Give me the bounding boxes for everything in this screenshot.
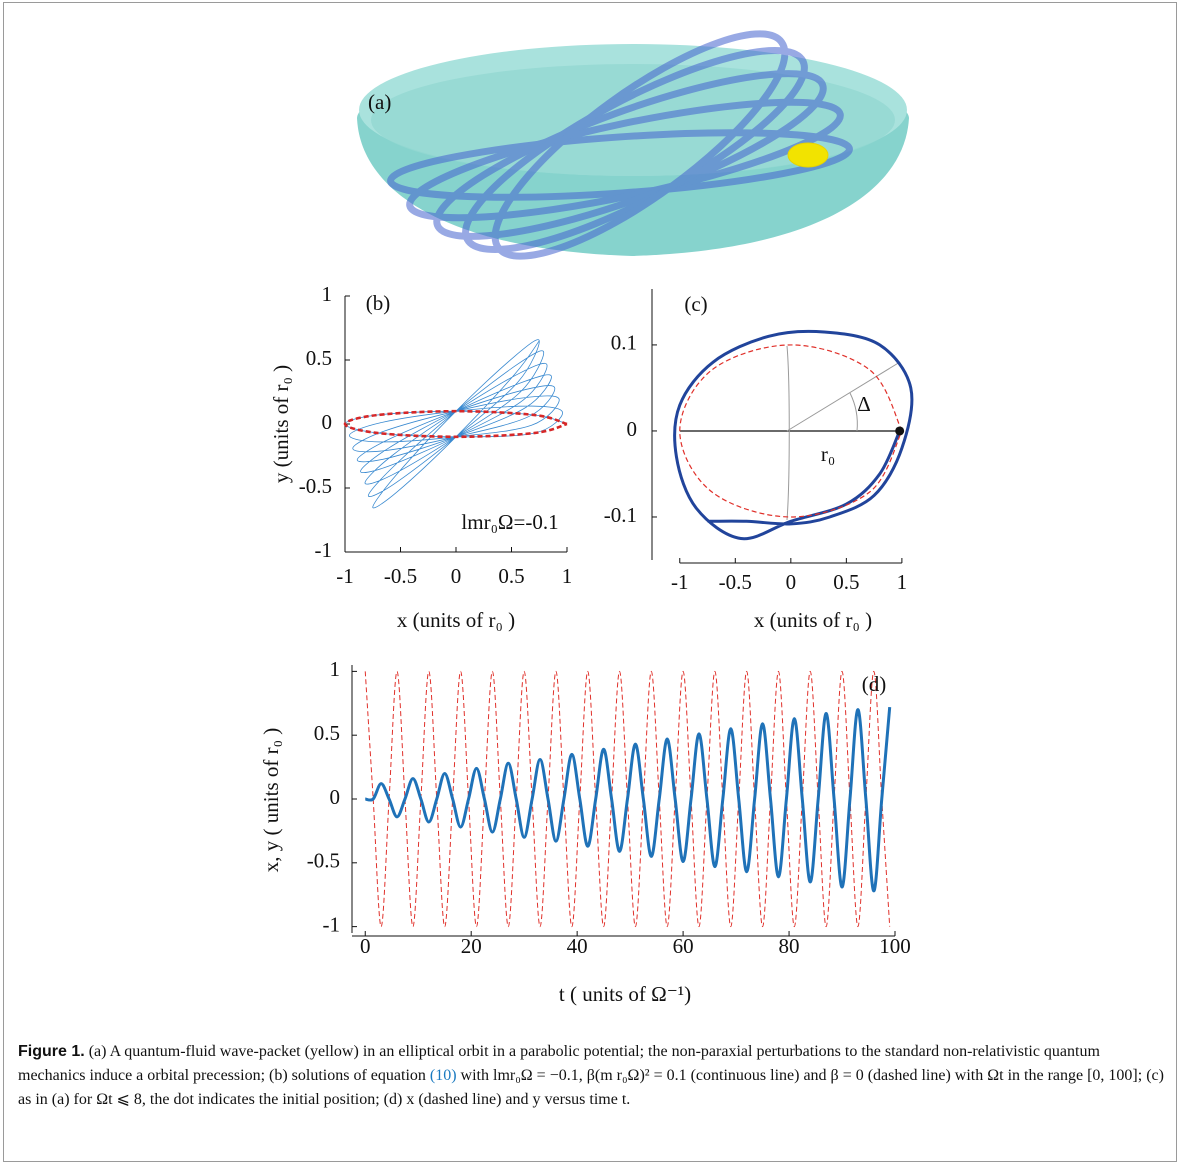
- x-tick-label: 0.5: [498, 564, 524, 588]
- equation-link[interactable]: (10): [429, 1067, 457, 1084]
- y-tick-label: 1: [322, 282, 333, 306]
- x-tick-label: -0.5: [384, 564, 417, 588]
- caption-label: Figure 1.: [18, 1043, 85, 1060]
- x-tick-label: 0: [451, 564, 462, 588]
- y-tick-label: -0.1: [604, 503, 637, 527]
- y-tick-label: 0: [627, 417, 638, 441]
- x-axis-title: x (units of r₀ ): [397, 608, 515, 632]
- panel-label: (d): [862, 672, 887, 696]
- y-axis-title: x, y ( units of r₀ ): [259, 728, 283, 872]
- x-tick-label: -0.5: [719, 570, 752, 594]
- x-tick-label: 100: [879, 934, 911, 958]
- x-tick-label: -1: [671, 570, 689, 594]
- angle-arc: [849, 392, 858, 432]
- y-tick-label: 0.5: [306, 346, 332, 370]
- y-tick-label: -1: [323, 912, 341, 936]
- solid-line: [673, 329, 914, 541]
- y-tick-label: 0.5: [314, 721, 340, 745]
- guide-line: [786, 361, 901, 432]
- y-tick-label: 1: [330, 657, 341, 681]
- guide-line: [786, 345, 790, 521]
- panel-label: (a): [368, 90, 391, 114]
- y-tick-label: -0.5: [307, 849, 340, 873]
- x-tick-label: 20: [461, 934, 482, 958]
- orbit-loops: [387, 30, 853, 260]
- x-tick-label: 60: [673, 934, 694, 958]
- dashed-line: [343, 409, 568, 439]
- panel-c-guides: [680, 345, 901, 521]
- x-tick-label: 40: [567, 934, 588, 958]
- x-tick-label: 0: [786, 570, 797, 594]
- wave-packet: [787, 142, 829, 168]
- x-axis-title: x (units of r₀ ): [754, 608, 872, 632]
- dashed-line: [679, 344, 903, 518]
- y-tick-label: 0.1: [611, 331, 637, 355]
- x-tick-label: 1: [897, 570, 908, 594]
- annotation: r₀: [821, 442, 835, 466]
- x-tick-label: 80: [779, 934, 800, 958]
- x-axis-title: t ( units of Ω⁻¹): [559, 982, 691, 1006]
- caption-text: (a) A quantum-fluid wave-packet (yellow)…: [18, 1043, 1100, 1084]
- caption-text: with lmr₀Ω = −0.1, β(m r₀Ω)² = 0.1 (cont…: [18, 1067, 1164, 1108]
- figure-caption: Figure 1. (a) A quantum-fluid wave-packe…: [18, 1040, 1166, 1112]
- x-tick-label: 0: [360, 934, 371, 958]
- panel-label: (b): [366, 291, 391, 315]
- figure: (a) -1 -0.5 0 0.5 1 -1 -0.5 0 0.5 1 (b) lmr₀Ω=-0.1 x…: [259, 30, 914, 1006]
- bowl-illustration: [357, 30, 909, 260]
- solid-line: [344, 339, 568, 509]
- x-tick-label: -1: [336, 564, 354, 588]
- annotation: lmr₀Ω=-0.1: [461, 510, 558, 534]
- panel-label: (c): [684, 292, 707, 316]
- y-axis-title: y (units of r₀ ): [269, 365, 293, 483]
- y-tick-label: 0: [322, 410, 333, 434]
- x-tick-label: 0.5: [833, 570, 859, 594]
- y-tick-label: -1: [315, 538, 333, 562]
- solid-line: [364, 706, 892, 893]
- y-tick-label: 0: [330, 785, 341, 809]
- y-tick-label: -0.5: [299, 474, 332, 498]
- annotation: Δ: [857, 392, 871, 416]
- x-tick-label: 1: [562, 564, 573, 588]
- initial-position-dot: [895, 426, 905, 436]
